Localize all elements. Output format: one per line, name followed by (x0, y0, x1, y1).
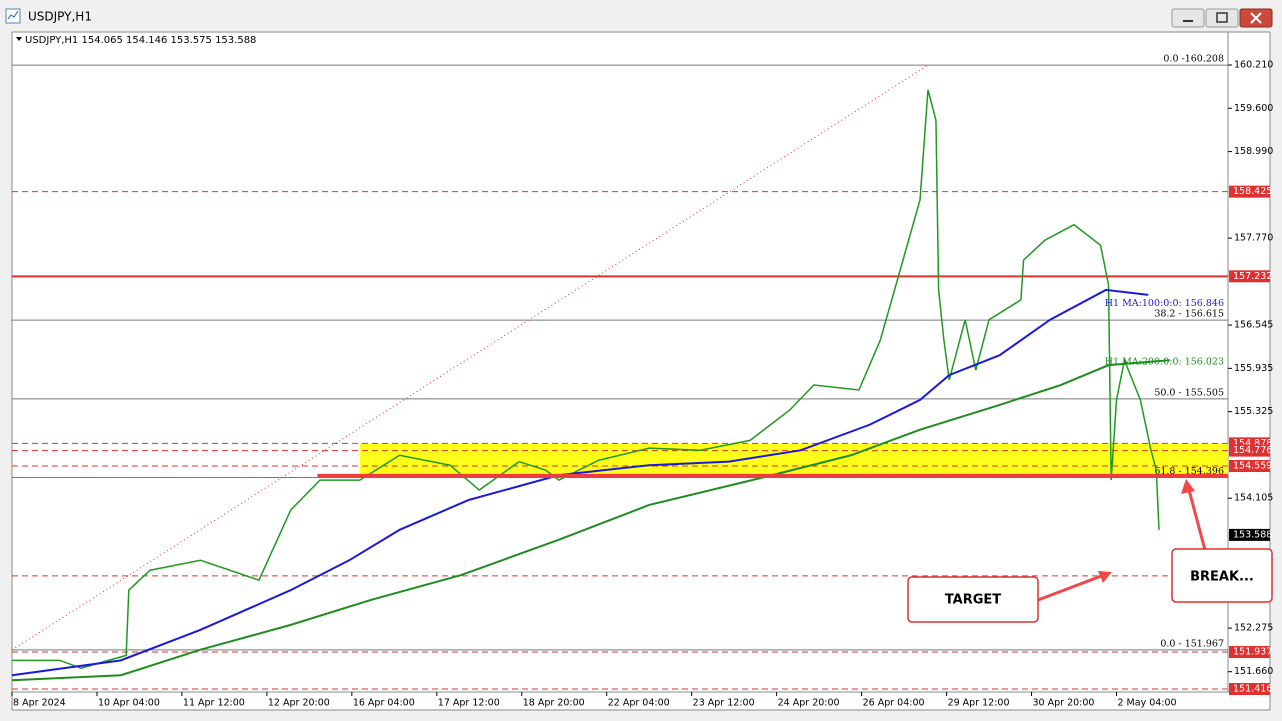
y-tick-label: 160.210 (1234, 59, 1273, 70)
level-axis-box (1229, 683, 1270, 696)
break-text: BREAK... (1190, 570, 1254, 585)
level-axis-label: 157.232 (1233, 271, 1272, 282)
current-price-label: 153.588 (1233, 529, 1272, 540)
level-axis-label: 151.416 (1233, 684, 1272, 695)
x-tick-label: 24 Apr 20:00 (778, 698, 840, 709)
x-tick-label: 16 Apr 04:00 (353, 698, 415, 709)
chart-header: USDJPY,H1 154.065 154.146 153.575 153.58… (25, 35, 256, 46)
maximize-icon (1216, 12, 1228, 23)
close-icon (1250, 12, 1262, 24)
fib-label: 61.8 - 154.396 (1154, 466, 1224, 477)
x-tick-label: 29 Apr 12:00 (948, 698, 1010, 709)
y-tick-label: 151.660 (1234, 666, 1273, 677)
y-tick-label: 157.770 (1234, 233, 1273, 244)
x-tick-label: 30 Apr 20:00 (1033, 698, 1095, 709)
x-tick-label: 18 Apr 20:00 (523, 698, 585, 709)
target-callout: TARGET (907, 571, 1112, 623)
fib-label: 38.2 - 156.615 (1154, 309, 1224, 320)
level-axis-box (1229, 459, 1270, 472)
target-arrow (1037, 573, 1105, 602)
y-tick-label: 155.935 (1234, 363, 1273, 374)
target-arrow-head (1098, 571, 1112, 583)
plot-layer: 0.0 -160.208 38.2 - 156.615 50.0 - 155.505… (11, 54, 1228, 690)
x-tick-label: 22 Apr 04:00 (608, 698, 670, 709)
x-tick-label: 8 Apr 2024 (13, 698, 66, 709)
break-arrow-head (1181, 479, 1195, 494)
window-title: USDJPY,H1 (28, 10, 92, 24)
target-text: TARGET (945, 593, 1001, 608)
level-axis-label: 158.425 (1233, 186, 1272, 197)
y-tick-label: 155.325 (1234, 406, 1273, 417)
y-tick-label: 152.275 (1234, 623, 1273, 634)
maximize-button[interactable] (1205, 8, 1239, 28)
break-arrow (1187, 489, 1207, 551)
fib-label: 0.0 -160.208 (1163, 54, 1224, 65)
level-axis-label: 154.776 (1233, 445, 1272, 456)
level-axis-box (1229, 270, 1270, 283)
level-axis-label: 154.559 (1233, 460, 1272, 471)
support-zone (359, 443, 1228, 478)
level-axis-label: 154.878 (1233, 438, 1272, 449)
minimize-button[interactable] (1171, 8, 1205, 28)
y-tick-label: 154.105 (1234, 493, 1273, 504)
header-arrow (16, 37, 22, 41)
icon-graph (7, 10, 19, 20)
level-axis-label: 151.937 (1233, 647, 1272, 658)
ma-label: H1 MA:200:0:0: 156.023 (1105, 357, 1224, 368)
target-box (907, 576, 1039, 623)
level-axis-box (1229, 185, 1270, 198)
level-axis-box (1229, 646, 1270, 659)
fib-label: 0.0 - 151.967 (1160, 638, 1224, 649)
break-box (1171, 548, 1273, 603)
break-callout: BREAK... (1171, 479, 1273, 603)
x-tick-label: 11 Apr 12:00 (183, 698, 245, 709)
series-line (12, 89, 1160, 669)
y-tick-label: 159.600 (1234, 103, 1273, 114)
y-tick-label: 158.990 (1234, 146, 1273, 157)
x-tick-label: 17 Apr 12:00 (438, 698, 500, 709)
series-line (11, 359, 1170, 682)
ma-label: H1 MA:100:0:0: 156.846 (1105, 298, 1224, 309)
x-tick-label: 10 Apr 04:00 (98, 698, 160, 709)
level-axis-box (1229, 444, 1270, 457)
y-tick-label: 156.545 (1234, 320, 1273, 331)
x-tick-label: 2 May 04:00 (1117, 698, 1176, 709)
x-tick-label: 12 Apr 20:00 (268, 698, 330, 709)
plot-area (11, 31, 1229, 693)
fib-label: 50.0 - 155.505 (1154, 387, 1224, 398)
time-axis (11, 691, 1271, 711)
x-tick-label: 26 Apr 04:00 (863, 698, 925, 709)
x-tick-label: 23 Apr 12:00 (693, 698, 755, 709)
series-line (11, 288, 1149, 677)
current-price-box (1229, 528, 1270, 541)
